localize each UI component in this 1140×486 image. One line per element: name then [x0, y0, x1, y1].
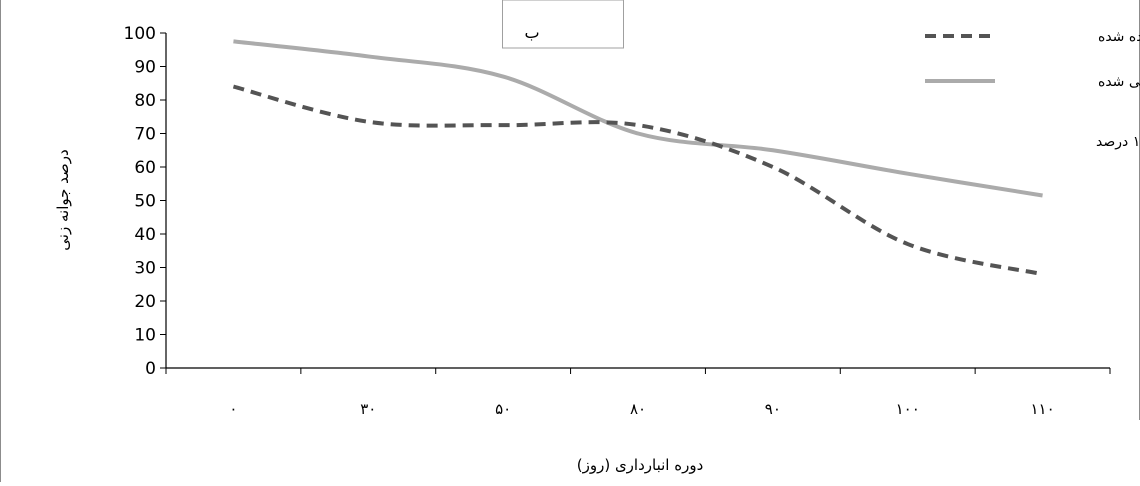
y-tick-label: 10	[134, 326, 156, 346]
y-tick-label: 100	[124, 24, 156, 44]
y-tick-label: 40	[134, 225, 156, 245]
y-tick-label: 20	[134, 292, 156, 312]
x-tick-label: ۳۰	[360, 400, 376, 418]
y-tick-label: 0	[145, 359, 156, 379]
series-line-predicted	[233, 41, 1042, 195]
x-tick-label: ۹۰	[765, 400, 781, 418]
series-line-observed	[233, 87, 1042, 275]
panel-label: ب	[524, 23, 539, 42]
x-tick-label: ۵۰	[495, 400, 511, 418]
y-axis-title: درصد جوانه زنی	[54, 149, 72, 250]
legend-label: پیش بینی شده	[1098, 74, 1140, 90]
panel-label-box	[503, 0, 624, 48]
x-axis-title: دوره انبارداری (روز)	[577, 456, 704, 474]
y-tick-label: 70	[134, 125, 156, 145]
legend-label: مشاهده شده	[1098, 29, 1140, 45]
x-tick-label: ۱۰۰	[896, 400, 920, 418]
y-tick-label: 90	[134, 58, 156, 78]
y-tick-label: 80	[134, 91, 156, 111]
y-tick-label: 60	[134, 158, 156, 178]
y-tick-label: 50	[134, 192, 156, 212]
x-tick-label: ۰	[229, 400, 237, 418]
humidity-annotation: رطوبت ۱۰ درصد	[1096, 134, 1140, 150]
y-tick-label: 30	[134, 259, 156, 279]
x-tick-label: ۸۰	[630, 400, 646, 418]
x-tick-label: ۱۱۰	[1030, 400, 1054, 418]
